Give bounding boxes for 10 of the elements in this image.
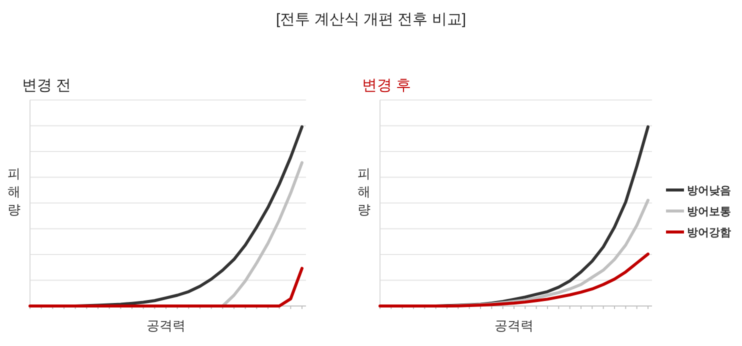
x-axis-title: 공격력 bbox=[494, 318, 534, 333]
legend-label: 방어낮음 bbox=[687, 185, 731, 197]
legend-label: 방어강함 bbox=[687, 227, 731, 239]
legend-label: 방어보통 bbox=[687, 206, 731, 218]
chart-title: 변경 전 bbox=[22, 77, 72, 94]
text: [전투 계산식 개편 전후 비교] bbox=[276, 11, 466, 28]
y-axis-title: 피해량 bbox=[358, 166, 370, 217]
x-axis-title: 공격력 bbox=[146, 318, 186, 333]
chart-title: 변경 후 bbox=[362, 77, 412, 94]
y-axis-title: 피해량 bbox=[8, 166, 20, 217]
